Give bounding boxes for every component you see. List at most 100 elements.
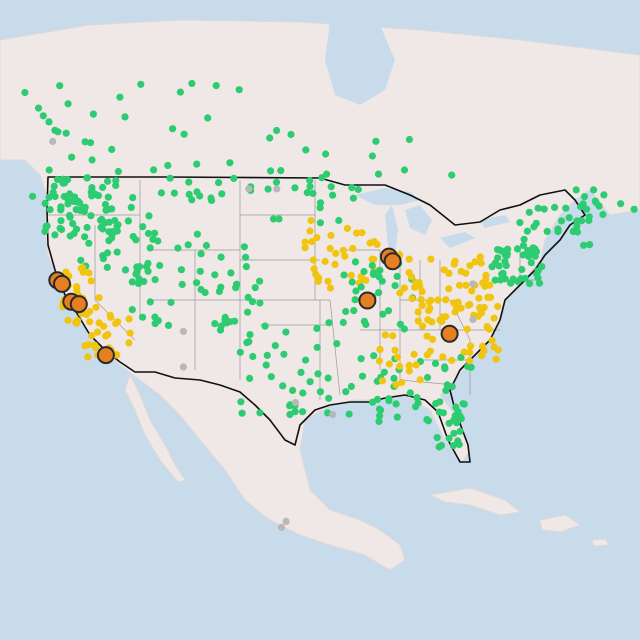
station-dot[interactable] <box>557 217 566 225</box>
station-dot[interactable] <box>442 296 450 304</box>
station-dot[interactable] <box>417 296 425 304</box>
station-dot[interactable] <box>516 219 524 227</box>
highlighted-station-marker[interactable] <box>96 346 115 365</box>
station-dot[interactable] <box>358 372 367 380</box>
station-dot-no-data[interactable] <box>291 399 300 407</box>
station-dot[interactable] <box>79 268 87 276</box>
station-dot[interactable] <box>46 206 54 214</box>
station-dot[interactable] <box>398 378 406 387</box>
station-dot[interactable] <box>414 308 422 316</box>
station-dot[interactable] <box>414 399 422 407</box>
station-dot[interactable] <box>237 398 245 406</box>
station-dot[interactable] <box>212 82 220 90</box>
station-dot[interactable] <box>41 199 49 207</box>
station-dot[interactable] <box>306 227 314 235</box>
station-dot[interactable] <box>238 409 246 417</box>
station-dot[interactable] <box>178 280 186 288</box>
highlighted-station-marker[interactable] <box>383 252 402 271</box>
station-dot[interactable] <box>573 222 581 230</box>
station-dot[interactable] <box>146 298 154 306</box>
station-dot[interactable] <box>211 320 219 328</box>
station-dot[interactable] <box>91 341 99 349</box>
station-dot[interactable] <box>478 352 486 360</box>
station-dot[interactable] <box>591 197 599 205</box>
station-dot[interactable] <box>251 284 259 292</box>
station-dot[interactable] <box>177 266 185 274</box>
station-dot[interactable] <box>104 193 112 201</box>
station-dot[interactable] <box>462 269 470 277</box>
station-dot[interactable] <box>235 86 243 94</box>
station-dot[interactable] <box>477 309 486 317</box>
station-dot[interactable] <box>480 303 488 312</box>
station-dot[interactable] <box>66 213 74 221</box>
station-dot[interactable] <box>125 339 133 347</box>
station-dot[interactable] <box>342 307 350 316</box>
station-dot-no-data[interactable] <box>273 185 281 193</box>
station-dot[interactable] <box>144 229 152 238</box>
station-dot[interactable] <box>412 361 420 369</box>
station-dot[interactable] <box>393 353 402 361</box>
station-dot[interactable] <box>343 224 351 232</box>
station-dot[interactable] <box>381 331 389 339</box>
station-dot[interactable] <box>432 400 440 408</box>
station-dot[interactable] <box>405 255 413 263</box>
station-dot[interactable] <box>347 382 355 391</box>
station-dot[interactable] <box>378 377 386 385</box>
station-dot[interactable] <box>449 442 457 450</box>
station-dot[interactable] <box>264 185 272 193</box>
station-dot[interactable] <box>517 275 525 283</box>
station-dot[interactable] <box>170 189 178 197</box>
station-dot[interactable] <box>440 266 448 274</box>
station-dot[interactable] <box>406 389 414 397</box>
station-dot[interactable] <box>520 235 528 243</box>
station-dot[interactable] <box>315 274 323 282</box>
station-dot[interactable] <box>86 139 95 147</box>
station-dot[interactable] <box>157 189 165 197</box>
station-dot[interactable] <box>413 394 421 402</box>
station-dot[interactable] <box>286 402 294 410</box>
station-dot[interactable] <box>408 295 416 303</box>
station-dot[interactable] <box>272 178 281 186</box>
station-dot[interactable] <box>348 184 356 192</box>
station-dot[interactable] <box>144 259 152 267</box>
station-dot[interactable] <box>491 276 499 284</box>
station-dot[interactable] <box>91 190 100 198</box>
station-dot[interactable] <box>427 255 435 263</box>
station-dot[interactable] <box>630 205 638 213</box>
station-dot[interactable] <box>56 82 64 90</box>
station-dot[interactable] <box>342 388 350 396</box>
station-dot[interactable] <box>277 167 285 175</box>
station-dot[interactable] <box>583 205 591 213</box>
station-dot[interactable] <box>384 307 393 315</box>
station-dot[interactable] <box>193 160 201 168</box>
station-dot[interactable] <box>423 332 431 340</box>
station-dot[interactable] <box>554 226 562 234</box>
station-dot-no-data[interactable] <box>277 523 286 531</box>
station-dot[interactable] <box>88 332 96 340</box>
station-dot[interactable] <box>351 258 360 266</box>
station-dot[interactable] <box>425 298 433 306</box>
station-dot[interactable] <box>396 362 404 370</box>
station-dot[interactable] <box>291 184 299 192</box>
station-dot[interactable] <box>329 191 337 199</box>
station-dot[interactable] <box>28 192 37 200</box>
station-dot[interactable] <box>434 296 442 304</box>
station-dot[interactable] <box>562 204 570 212</box>
station-dot[interactable] <box>385 360 393 368</box>
station-dot[interactable] <box>45 118 53 126</box>
station-dot[interactable] <box>540 205 548 213</box>
station-dot[interactable] <box>193 230 201 238</box>
station-dot[interactable] <box>167 298 175 306</box>
station-dot[interactable] <box>316 204 324 212</box>
station-dot[interactable] <box>448 356 456 364</box>
station-dot[interactable] <box>104 177 112 185</box>
station-dot[interactable] <box>114 221 122 229</box>
station-dot[interactable] <box>85 269 93 277</box>
station-dot[interactable] <box>308 238 316 246</box>
station-dot[interactable] <box>496 276 505 284</box>
station-dot[interactable] <box>573 217 581 225</box>
station-dot[interactable] <box>339 246 347 254</box>
station-dot[interactable] <box>375 273 383 281</box>
station-dot[interactable] <box>348 278 356 286</box>
station-dot[interactable] <box>128 306 136 314</box>
